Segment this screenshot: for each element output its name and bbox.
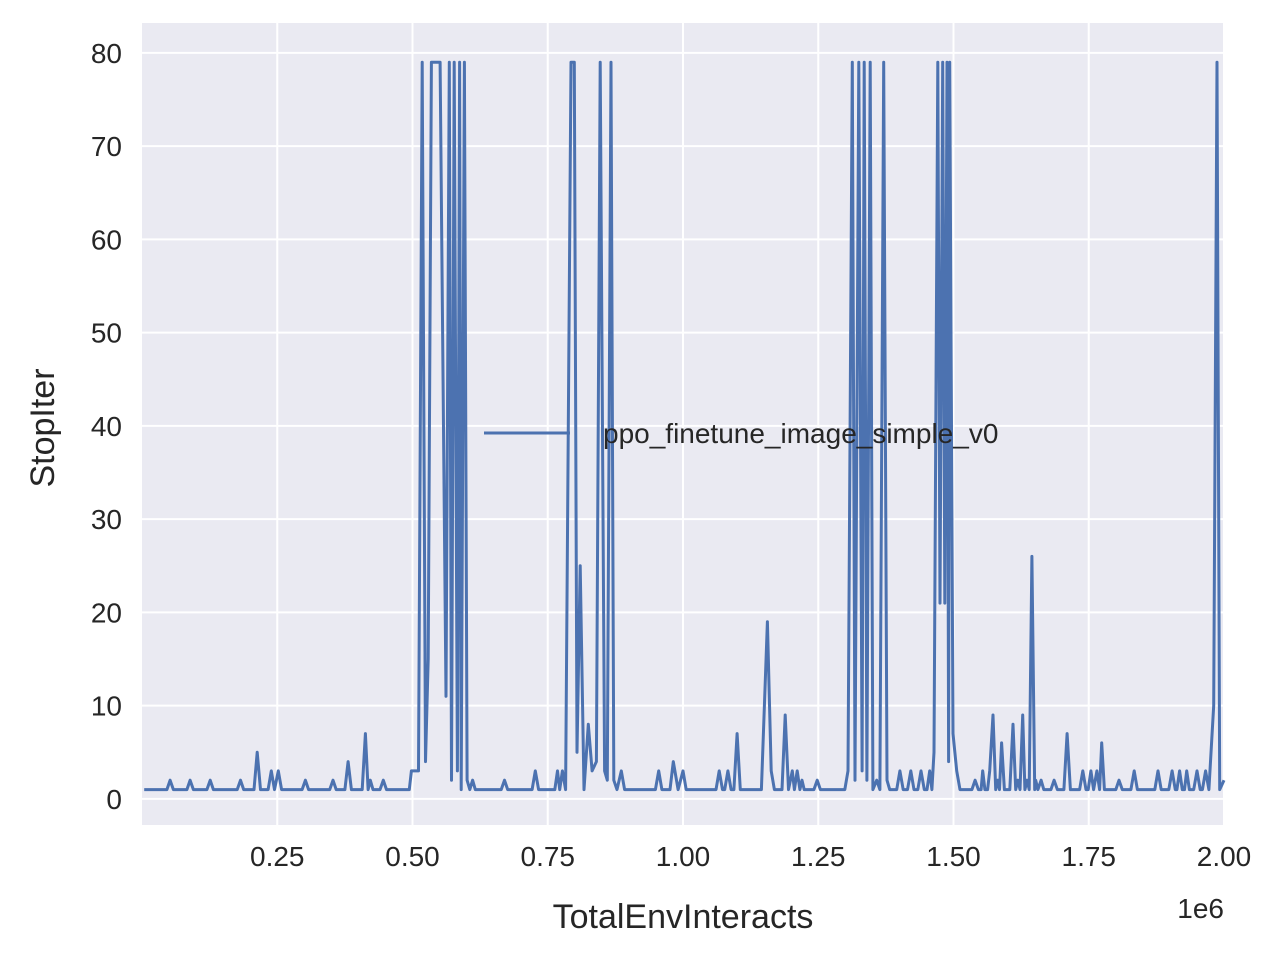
x-tick-label: 2.00 — [1197, 841, 1252, 872]
x-axis-label: TotalEnvInteracts — [553, 898, 814, 936]
y-tick-label: 10 — [91, 691, 122, 722]
y-tick-label: 50 — [91, 318, 122, 349]
y-tick-label: 60 — [91, 224, 122, 255]
x-tick-label: 0.50 — [385, 841, 440, 872]
y-tick-label: 80 — [91, 38, 122, 69]
x-tick-label: 0.75 — [521, 841, 576, 872]
x-tick-label: 1.25 — [791, 841, 846, 872]
y-tick-label: 30 — [91, 504, 122, 535]
x-tick-label: 0.25 — [250, 841, 305, 872]
x-tick-label: 1.00 — [656, 841, 711, 872]
data-line — [144, 60, 1226, 792]
y-tick-label: 0 — [106, 784, 122, 815]
x-tick-label: 1.50 — [926, 841, 981, 872]
x-offset-label: 1e6 — [1177, 893, 1224, 924]
x-tick-label: 1.75 — [1062, 841, 1117, 872]
y-axis-label: StopIter — [24, 368, 62, 487]
y-tick-label: 20 — [91, 597, 122, 628]
y-tick-label: 40 — [91, 411, 122, 442]
y-tick-label: 70 — [91, 131, 122, 162]
legend-label: ppo_finetune_image_simple_v0 — [603, 418, 998, 449]
